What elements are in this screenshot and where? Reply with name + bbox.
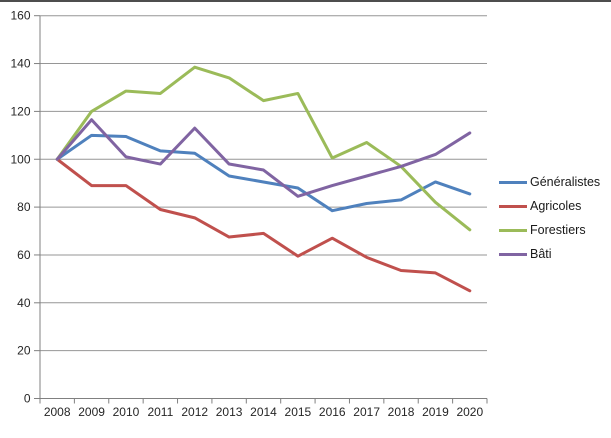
legend-marker-agricoles [499,204,527,208]
legend-item-forestiers[interactable]: Forestiers [499,218,600,242]
y-tick-label: 60 [17,248,31,262]
y-tick-label: 120 [10,104,30,118]
x-tick-label: 2010 [113,405,140,419]
legend-label: Généralistes [530,175,601,189]
legend-label: Forestiers [530,223,586,237]
y-tick-label: 100 [10,152,30,166]
x-tick-label: 2013 [216,405,243,419]
series-line-bati[interactable] [55,118,472,198]
legend-marker-generalistes [499,180,527,184]
legend-item-bati[interactable]: Bâti [499,242,600,266]
top-border [0,0,611,2]
chart-legend: Généralistes Agricoles Forestiers Bâti [499,170,600,266]
legend-label: Bâti [530,247,552,261]
x-tick-label: 2008 [44,405,71,419]
y-tick-label: 80 [17,200,31,214]
x-tick-label: 2017 [353,405,380,419]
y-tick-label: 40 [17,296,31,310]
legend-marker-bati [499,252,527,256]
x-tick-label: 2020 [456,405,483,419]
legend-marker-forestiers [499,228,527,232]
x-tick-label: 2014 [250,405,277,419]
x-tick-label: 2019 [422,405,449,419]
legend-item-generalistes[interactable]: Généralistes [499,170,600,194]
y-tick-label: 20 [17,344,31,358]
series-line-agricoles[interactable] [55,157,472,293]
x-tick-label: 2012 [181,405,208,419]
x-tick-label: 2011 [147,405,173,419]
legend-item-agricoles[interactable]: Agricoles [499,194,600,218]
legend-label: Agricoles [530,199,582,213]
x-tick-label: 2018 [388,405,415,419]
y-tick-label: 140 [10,57,30,71]
x-tick-label: 2009 [78,405,105,419]
y-tick-label: 160 [10,9,30,23]
x-tick-label: 2015 [285,405,312,419]
y-tick-label: 0 [24,392,31,406]
x-tick-label: 2016 [319,405,346,419]
series-line-generalistes[interactable] [55,133,472,213]
